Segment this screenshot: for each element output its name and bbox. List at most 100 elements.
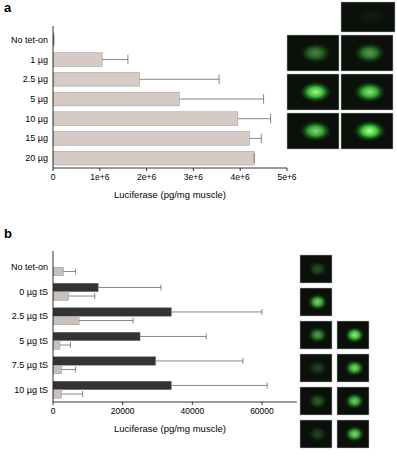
error-cap: [75, 367, 76, 373]
x-axis: [53, 168, 287, 169]
tick-label: 20000: [111, 406, 135, 416]
category-label: No tet-on: [11, 35, 48, 45]
fluorescence: [353, 42, 386, 64]
fluorescence: [299, 42, 332, 64]
tick: [99, 168, 100, 171]
fluorescence: [299, 81, 332, 103]
error-cap: [261, 134, 262, 144]
error-line: [140, 79, 220, 80]
micrograph-frame: [300, 321, 332, 349]
micrograph: [300, 321, 332, 349]
fluorescence: [353, 8, 388, 26]
error-line: [102, 59, 128, 60]
micrograph: [300, 354, 332, 382]
tick: [146, 168, 147, 171]
tick-label: 60000: [250, 406, 274, 416]
tick-label: 1e+6: [90, 172, 109, 182]
error-line: [250, 138, 262, 139]
error-cap: [160, 284, 161, 290]
error-cap: [133, 318, 134, 324]
bar: [53, 283, 98, 292]
axis-label: Luciferase (pg/mg muscle): [114, 423, 226, 434]
error-bar: [156, 358, 243, 364]
error-bar: [171, 309, 262, 315]
error-bar: [62, 391, 83, 397]
fluorescence: [307, 393, 327, 410]
error-cap: [70, 342, 71, 348]
fluorescence: [307, 294, 327, 311]
tick-label: 0: [51, 406, 56, 416]
category-label: 2.5 µg tS: [12, 311, 48, 321]
bar: [53, 381, 171, 390]
plot-area: [53, 33, 271, 165]
error-bar: [140, 74, 220, 84]
micrograph-frame: [337, 354, 369, 382]
error-line: [69, 296, 95, 297]
micrograph-frame: [300, 354, 332, 382]
axis-label: Luciferase (pg/mg muscle): [114, 189, 226, 200]
fluorescence: [344, 426, 364, 443]
fluorescence: [353, 120, 386, 142]
bar: [53, 308, 171, 317]
error-line: [156, 360, 243, 361]
fluorescence: [307, 360, 327, 377]
error-bar: [63, 269, 75, 275]
bar: [53, 357, 156, 366]
micrograph: [337, 387, 369, 415]
error-line: [140, 336, 206, 337]
error-line: [62, 394, 83, 395]
y-axis: [53, 251, 54, 402]
tick: [240, 168, 241, 171]
error-line: [79, 320, 133, 321]
error-cap: [270, 114, 271, 124]
bar: [53, 316, 79, 325]
error-bar: [62, 367, 76, 373]
tick-label: 3e+6: [184, 172, 203, 182]
tick-label: 4e+6: [231, 172, 250, 182]
tick-label: 40000: [180, 406, 204, 416]
micrograph-frame: [341, 113, 393, 149]
micrograph: [337, 420, 369, 448]
figure: aNo tet-on1 µg2.5 µg5 µg10 µg15 µg20 µg0…: [0, 0, 397, 466]
tick: [53, 402, 54, 405]
category-label: No tet-on: [11, 262, 48, 272]
tick: [287, 168, 288, 171]
bar: [53, 112, 238, 126]
error-bar: [250, 134, 262, 144]
error-line: [179, 99, 263, 100]
micrographs: [287, 2, 395, 448]
fluorescence: [353, 81, 386, 103]
category-label: 0 µg tS: [19, 287, 48, 297]
error-cap: [267, 382, 268, 388]
bar: [53, 332, 140, 341]
micrograph: [287, 35, 339, 71]
bar: [53, 341, 60, 350]
category-label: 1 µg: [30, 55, 48, 65]
panel-label: b: [4, 226, 12, 241]
tick: [53, 168, 54, 171]
category-label: 10 µg: [25, 114, 48, 124]
micrograph: [287, 74, 339, 110]
y-axis: [53, 26, 54, 168]
bar: [53, 267, 63, 276]
category-label: 20 µg: [25, 153, 48, 163]
error-cap: [94, 293, 95, 299]
error-cap: [261, 309, 262, 315]
error-bar: [171, 382, 267, 388]
error-line: [171, 385, 267, 386]
fluorescence: [307, 426, 327, 443]
error-line: [98, 287, 161, 288]
micrograph: [341, 113, 393, 149]
error-bar: [140, 333, 206, 339]
tick: [122, 402, 123, 405]
plot-area: [53, 267, 267, 398]
micrograph: [337, 354, 369, 382]
error-bar: [69, 293, 95, 299]
bar: [53, 151, 254, 165]
bar: [53, 72, 140, 86]
micrograph-frame: [287, 35, 339, 71]
micrograph-frame: [300, 420, 332, 448]
fluorescence: [307, 327, 327, 344]
error-line: [238, 118, 271, 119]
error-line: [171, 311, 262, 312]
